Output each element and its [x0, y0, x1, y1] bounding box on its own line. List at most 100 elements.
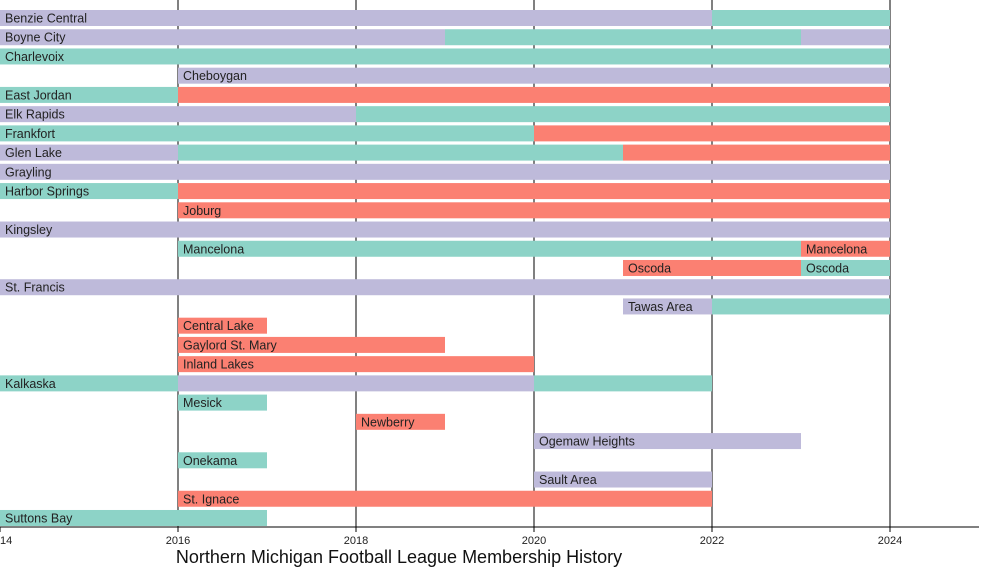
membership-bar [178, 317, 267, 334]
membership-bar [623, 144, 890, 161]
bar-label: Mancelona [183, 242, 244, 256]
bar-label: Tawas Area [628, 300, 693, 314]
row-st-francis: St. Francis [0, 279, 890, 296]
bar-label: Benzie Central [5, 12, 87, 26]
bar-label: Gaylord St. Mary [183, 338, 278, 352]
row-frankfort: Frankfort [0, 125, 890, 142]
row-east-jordan: East Jordan [0, 86, 890, 103]
membership-bar [178, 490, 712, 507]
row-boyne-city: Boyne City [0, 29, 890, 46]
bars: Benzie Central Boyne City Charlevoix Cheboy… [0, 10, 890, 526]
row-suttons-bay: Suttons Bay [0, 509, 267, 526]
bar-label: Suttons Bay [5, 511, 73, 525]
membership-bar [178, 336, 445, 353]
membership-bar [623, 298, 712, 315]
bar-label: Ogemaw Heights [539, 435, 635, 449]
row-kingsley: Kingsley [0, 221, 890, 238]
bar-label: Grayling [5, 165, 52, 179]
bar-label: Sault Area [539, 473, 597, 487]
membership-bar [0, 29, 445, 46]
bar-label: St. Ignace [183, 492, 239, 506]
row-ogemaw-heights: Ogemaw Heights [534, 433, 801, 450]
membership-bar [178, 67, 890, 84]
x-axis: 2014 2016 2018 2020 2022 2024 [0, 526, 979, 547]
membership-bar [178, 240, 801, 257]
bar-label: Charlevoix [5, 50, 65, 64]
membership-bar [0, 279, 890, 296]
bar-label: Frankfort [5, 127, 56, 141]
membership-bar [534, 375, 712, 392]
bar-label: Elk Rapids [5, 108, 65, 122]
bar-label: Kingsley [5, 223, 53, 237]
x-tick-label: 2018 [344, 535, 368, 547]
bar-label: Joburg [183, 204, 221, 218]
membership-bar [534, 125, 890, 142]
row-glen-lake: Glen Lake [0, 144, 890, 161]
x-tick-label: 2020 [522, 535, 546, 547]
bar-label: Oscoda [806, 261, 849, 275]
row-newberry: Newberry [356, 413, 445, 430]
membership-bar [0, 183, 178, 200]
membership-bar [534, 471, 712, 488]
membership-bar [712, 298, 890, 315]
bar-label: Inland Lakes [183, 358, 254, 372]
x-tick-label: 2016 [166, 535, 190, 547]
membership-bar [0, 221, 890, 238]
bar-label: Mancelona [806, 242, 867, 256]
bar-label: East Jordan [5, 88, 72, 102]
membership-bar [623, 259, 801, 276]
membership-bar [0, 375, 178, 392]
row-benzie-central: Benzie Central [0, 10, 890, 26]
row-gaylord-st-mary: Gaylord St. Mary [178, 336, 445, 353]
membership-bar [178, 452, 267, 469]
membership-bar [356, 106, 890, 123]
membership-bar [534, 433, 801, 450]
membership-bar [178, 183, 890, 200]
membership-bar [0, 106, 356, 123]
row-central-lake: Central Lake [178, 317, 267, 334]
chart-title: Northern Michigan Football League Member… [176, 547, 622, 567]
bar-label: Oscoda [628, 261, 671, 275]
bar-label: Central Lake [183, 319, 254, 333]
bar-label: Onekama [183, 454, 237, 468]
membership-bar [0, 509, 267, 526]
row-cheboygan: Cheboygan [178, 67, 890, 84]
row-st-ignace: St. Ignace [178, 490, 712, 507]
row-mesick: Mesick [178, 394, 267, 411]
membership-bar [0, 144, 178, 161]
membership-bar [178, 356, 534, 373]
membership-bar [712, 10, 890, 26]
bar-label: Glen Lake [5, 146, 62, 160]
row-inland-lakes: Inland Lakes [178, 356, 534, 373]
membership-bar [0, 10, 712, 26]
row-mancelona: Mancelona Mancelona [178, 240, 890, 257]
row-harbor-springs: Harbor Springs [0, 183, 890, 200]
x-tick-label: 2014 [0, 535, 12, 547]
membership-bar [801, 29, 890, 46]
membership-bar [445, 29, 801, 46]
bar-label: St. Francis [5, 281, 65, 295]
row-kalkaska: Kalkaska [0, 375, 712, 392]
membership-bar [178, 375, 534, 392]
bar-label: Newberry [361, 415, 415, 429]
membership-bar [178, 144, 623, 161]
row-elk-rapids: Elk Rapids [0, 106, 890, 123]
bar-label: Kalkaska [5, 377, 56, 391]
membership-bar [0, 48, 890, 65]
membership-bar [178, 202, 890, 219]
membership-bar [0, 86, 178, 103]
membership-bar [801, 240, 890, 257]
membership-bar [178, 394, 267, 411]
membership-bar [356, 413, 445, 430]
row-charlevoix: Charlevoix [0, 48, 890, 65]
row-onekama: Onekama [178, 452, 267, 469]
membership-bar [0, 125, 534, 142]
row-sault-area: Sault Area [534, 471, 712, 488]
row-tawas-area: Tawas Area [623, 298, 890, 315]
bar-label: Cheboygan [183, 69, 247, 83]
membership-bar [0, 163, 890, 180]
bar-label: Mesick [183, 396, 223, 410]
row-grayling: Grayling [0, 163, 890, 180]
bar-label: Boyne City [5, 31, 66, 45]
